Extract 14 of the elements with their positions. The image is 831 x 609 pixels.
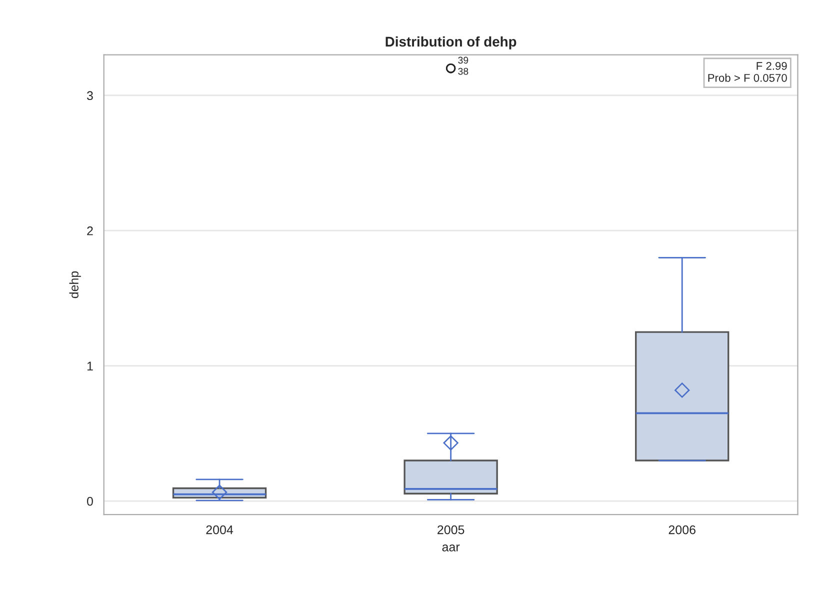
y-tick-label: 2 (87, 226, 93, 236)
x-axis-title: aar (442, 544, 460, 552)
annotation: 39 (458, 56, 468, 64)
chart-title: Distribution of dehp (386, 36, 516, 50)
annotation: Prob > F 0.0570 (708, 74, 787, 82)
x-tick-label: 2004 (206, 525, 234, 534)
x-tick-label: 2006 (668, 525, 696, 534)
annotation: F 2.99 (756, 62, 787, 70)
x-tick-label: 2005 (438, 525, 464, 534)
annotation: 38 (458, 68, 468, 75)
y-tick-label: 0 (86, 496, 93, 506)
y-tick-label: 1 (87, 362, 93, 370)
y-tick-label: 3 (86, 91, 93, 100)
y-axis-title: dehp (69, 271, 81, 298)
